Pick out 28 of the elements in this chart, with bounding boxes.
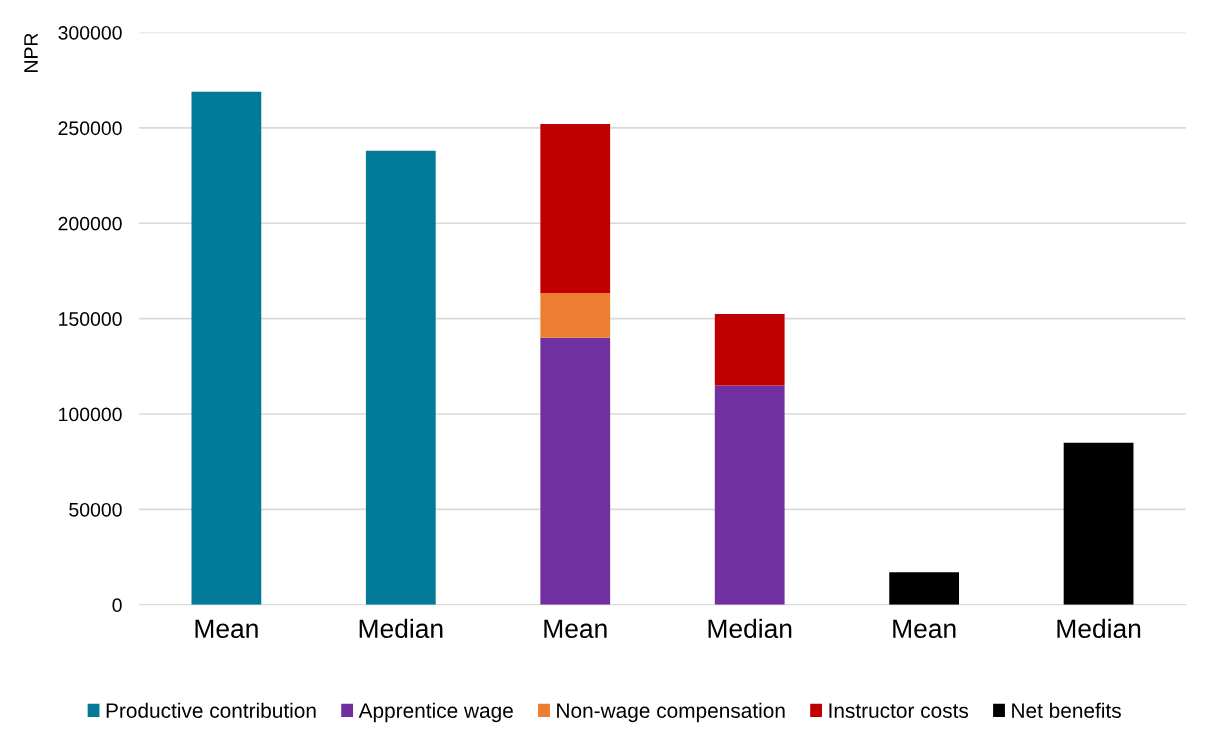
x-tick-label: Mean [544, 619, 607, 639]
bar [365, 150, 436, 605]
legend-label: Productive contribution [106, 702, 316, 719]
y-axis-title: NPR [24, 33, 38, 72]
y-tick-label: 100000 [59, 407, 122, 422]
y-tick-label: 150000 [59, 312, 122, 326]
y-tick-label: 50000 [69, 502, 122, 517]
bar [540, 292, 611, 338]
legend-label: Instructor costs [829, 703, 969, 719]
y-tick-label: 250000 [58, 121, 122, 136]
y-tick-label: 300000 [58, 25, 122, 40]
legend-label: Non-wage compensation [557, 702, 785, 723]
bar [1063, 442, 1134, 605]
x-tick-label: Median [1057, 618, 1141, 639]
bar [714, 313, 785, 386]
bar [714, 385, 785, 605]
bar [540, 337, 611, 605]
x-tick-label: Median [708, 618, 792, 639]
bar [889, 572, 960, 605]
y-tick-label: 200000 [58, 216, 122, 231]
x-tick-label: Mean [195, 619, 258, 639]
x-tick-label: Mean [893, 619, 956, 639]
legend-label: Net benefits [1012, 702, 1121, 719]
x-tick-label: Median [359, 618, 443, 639]
legend-label: Apprentice wage [358, 702, 513, 723]
bar [540, 124, 611, 293]
y-tick-label: 0 [112, 598, 122, 613]
bar [191, 91, 262, 605]
